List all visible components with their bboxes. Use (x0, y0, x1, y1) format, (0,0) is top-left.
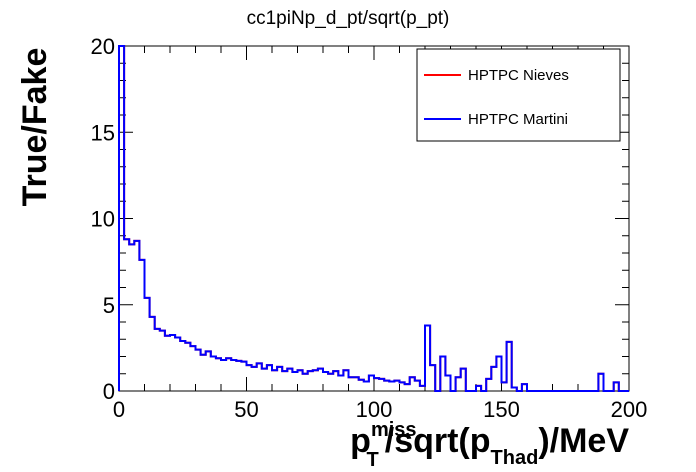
legend-label-martini: HPTPC Martini (468, 111, 568, 128)
x-axis-label: pmiss T/sqrt(pThad)/MeV (350, 419, 629, 471)
legend: HPTPC Nieves HPTPC Martini (416, 48, 621, 142)
series-line-martini (118, 45, 629, 392)
y-tick-label: 20 (91, 34, 115, 59)
y-tick-label: 0 (103, 379, 115, 404)
y-tick-label: 5 (103, 293, 115, 318)
chart-title: cc1piNp_d_pt/sqrt(p_pt) (247, 8, 450, 29)
y-tick-label: 10 (91, 207, 115, 232)
x-axis-tick-labels: 0 50 100 150 200 (113, 397, 647, 422)
y-axis-label: True/Fake (16, 48, 54, 207)
x-tick-label: 50 (234, 397, 258, 422)
x-tick-label: 200 (611, 397, 648, 422)
x-axis-label-sub-t: T (367, 449, 379, 471)
x-axis-label-base: p (350, 422, 371, 460)
x-axis-label-end: )/MeV (538, 422, 629, 460)
y-axis-tick-labels: 0 5 10 15 20 (91, 34, 115, 404)
legend-box (416, 48, 621, 142)
x-tick-label: 100 (356, 397, 393, 422)
x-axis-label-sub-thad: Thad (491, 447, 539, 469)
x-axis-label-mid: /sqrt(p (385, 422, 491, 460)
x-tick-label: 0 (113, 397, 125, 422)
x-tick-label: 150 (483, 397, 520, 422)
legend-label-nieves: HPTPC Nieves (468, 67, 569, 84)
y-tick-label: 15 (91, 120, 115, 145)
histogram-series (118, 45, 629, 392)
x-axis-label-sup: miss (371, 419, 417, 441)
